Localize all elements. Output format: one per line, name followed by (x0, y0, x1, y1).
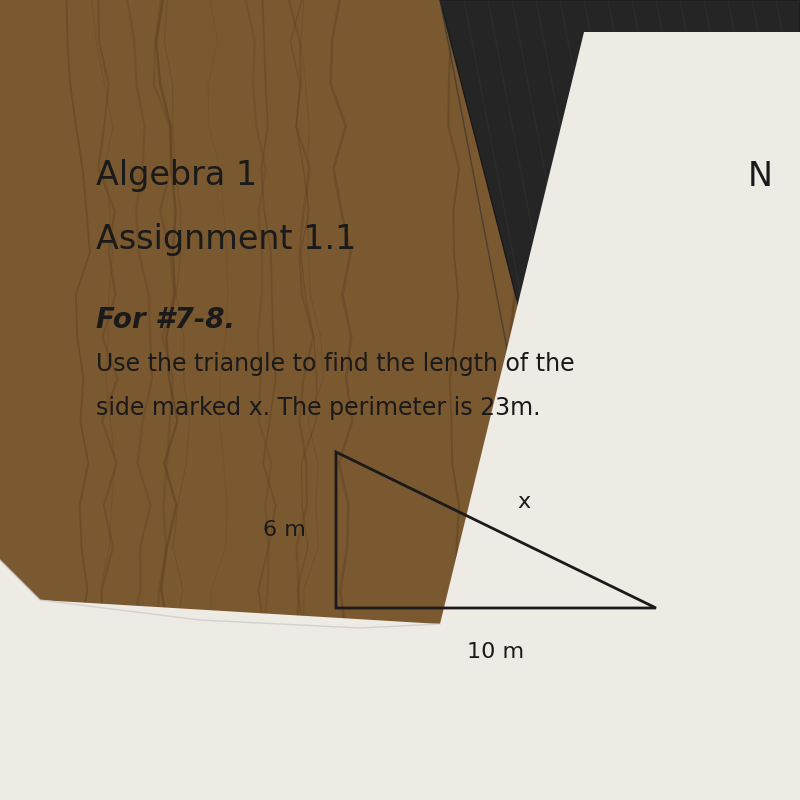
Text: 6 m: 6 m (262, 520, 306, 540)
Polygon shape (0, 32, 800, 800)
Text: x: x (518, 492, 530, 512)
Polygon shape (440, 0, 800, 624)
Text: N: N (748, 159, 773, 193)
Text: side marked x. The perimeter is 23m.: side marked x. The perimeter is 23m. (96, 396, 541, 420)
Text: Assignment 1.1: Assignment 1.1 (96, 223, 356, 257)
Text: Algebra 1: Algebra 1 (96, 159, 257, 193)
Text: Use the triangle to find the length of the: Use the triangle to find the length of t… (96, 352, 574, 376)
Text: For #7-8.: For #7-8. (96, 306, 235, 334)
Text: 10 m: 10 m (467, 642, 525, 662)
